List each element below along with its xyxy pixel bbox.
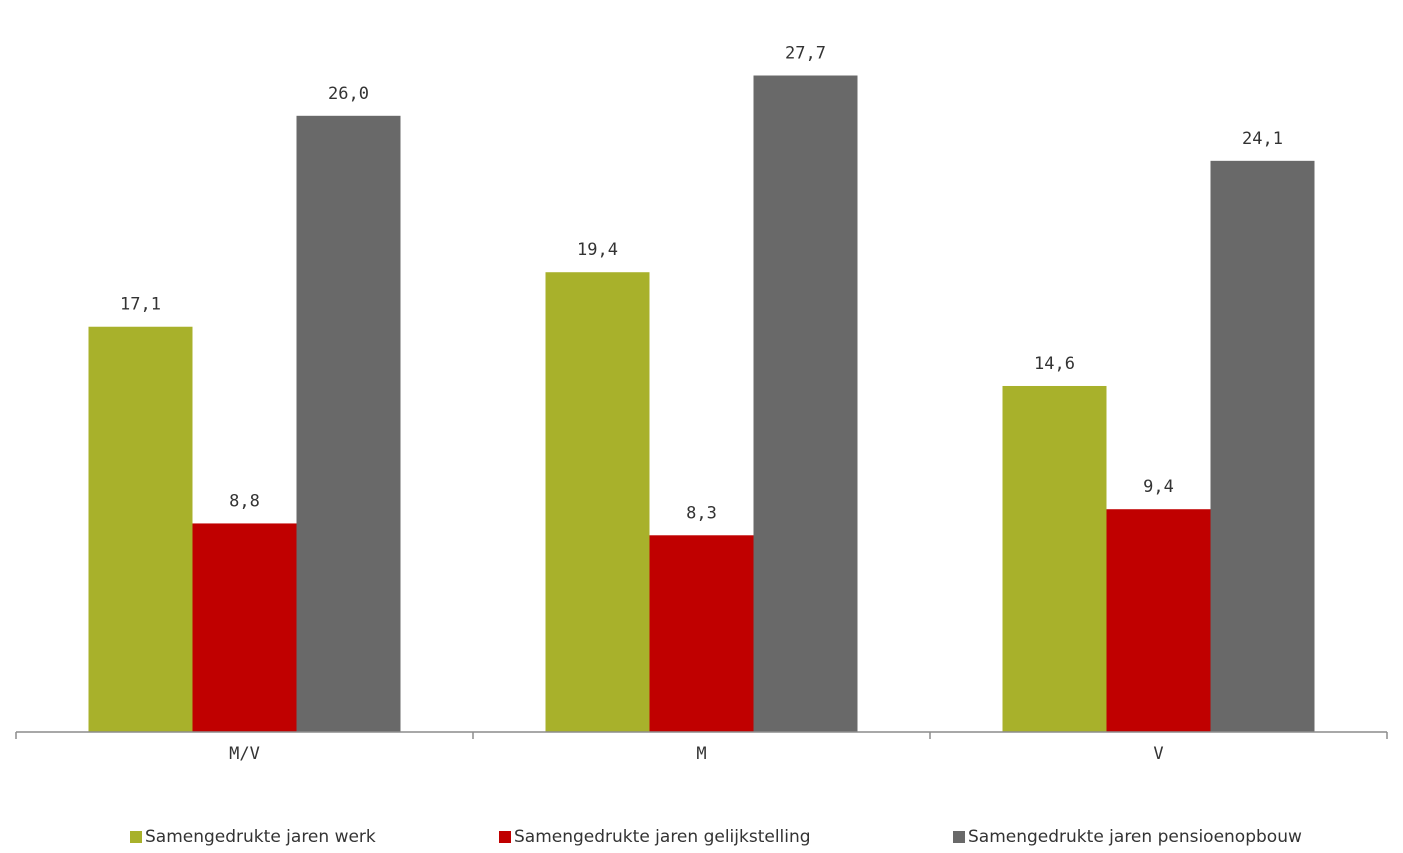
bar-pensioenopbouw-2 [1210, 160, 1315, 732]
bar-pensioenopbouw-1 [753, 75, 858, 732]
bar-gelijkstelling-0 [192, 523, 297, 732]
bar-werk-1 [545, 272, 650, 732]
legend-label-werk: Samengedrukte jaren werk [145, 827, 376, 847]
legend-item-gelijkstelling: Samengedrukte jaren gelijkstelling [499, 827, 811, 847]
data-label-werk-0: 17,1 [120, 295, 161, 315]
x-axis: M/V M V [15, 731, 1388, 764]
bars-group: 17,1 8,8 26,0 19,4 8,3 27,7 14,6 9,4 24,1 [88, 44, 1315, 733]
bar-werk-0 [88, 326, 193, 732]
data-label-pensioenopbouw-1: 27,7 [785, 44, 826, 64]
bar-pensioenopbouw-0 [296, 115, 401, 733]
bar-werk-2 [1002, 385, 1107, 732]
data-label-werk-2: 14,6 [1034, 354, 1075, 374]
data-label-pensioenopbouw-2: 24,1 [1242, 129, 1283, 149]
legend-swatch-pensioenopbouw [953, 831, 965, 843]
legend-label-pensioenopbouw: Samengedrukte jaren pensioenopbouw [968, 827, 1302, 847]
data-label-pensioenopbouw-0: 26,0 [328, 84, 369, 104]
legend-item-werk: Samengedrukte jaren werk [130, 827, 376, 847]
bar-gelijkstelling-1 [649, 535, 754, 732]
x-tick-label-2: V [1153, 744, 1163, 764]
x-tick-label-1: M [696, 744, 706, 764]
legend-item-pensioenopbouw: Samengedrukte jaren pensioenopbouw [953, 827, 1302, 847]
data-label-werk-1: 19,4 [577, 240, 618, 260]
legend-swatch-werk [130, 831, 142, 843]
x-tick-label-0: M/V [229, 744, 260, 764]
bar-gelijkstelling-2 [1106, 509, 1211, 732]
legend-swatch-gelijkstelling [499, 831, 511, 843]
data-label-gelijkstelling-2: 9,4 [1143, 477, 1174, 497]
legend-label-gelijkstelling: Samengedrukte jaren gelijkstelling [514, 827, 811, 847]
legend: Samengedrukte jaren werk Samengedrukte j… [0, 827, 1403, 849]
data-label-gelijkstelling-1: 8,3 [686, 503, 717, 523]
data-label-gelijkstelling-0: 8,8 [229, 491, 260, 511]
